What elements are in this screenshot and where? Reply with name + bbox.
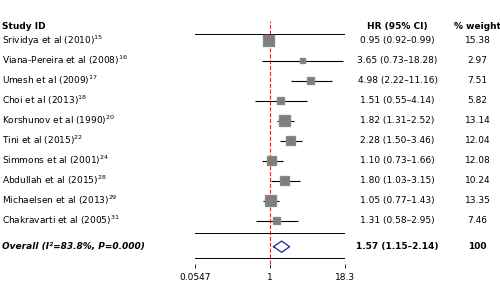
Text: Tini et al (2015)$^{22}$: Tini et al (2015)$^{22}$ — [2, 134, 84, 147]
Text: 13.35: 13.35 — [464, 196, 490, 205]
Text: Study ID: Study ID — [2, 22, 46, 31]
Point — [281, 178, 289, 183]
Text: Srividya et al (2010)$^{15}$: Srividya et al (2010)$^{15}$ — [2, 33, 104, 48]
Point — [288, 138, 296, 143]
Text: 12.04: 12.04 — [464, 136, 490, 145]
Text: 4.98 (2.22–11.16): 4.98 (2.22–11.16) — [358, 76, 438, 85]
Point — [308, 78, 316, 83]
Point — [268, 158, 276, 163]
Text: 7.46: 7.46 — [468, 216, 487, 225]
Text: 15.38: 15.38 — [464, 36, 490, 45]
Text: Simmons et al (2001)$^{24}$: Simmons et al (2001)$^{24}$ — [2, 154, 110, 167]
Text: 100: 100 — [468, 242, 487, 251]
Text: Choi et al (2013)$^{18}$: Choi et al (2013)$^{18}$ — [2, 94, 87, 107]
Text: 1.05 (0.77–1.43): 1.05 (0.77–1.43) — [360, 196, 435, 205]
Text: 1.57 (1.15–2.14): 1.57 (1.15–2.14) — [356, 242, 439, 251]
Text: 7.51: 7.51 — [468, 76, 487, 85]
Text: 1.10 (0.73–1.66): 1.10 (0.73–1.66) — [360, 156, 435, 165]
Text: 2.97: 2.97 — [468, 56, 487, 65]
Text: 1.82 (1.31–2.52): 1.82 (1.31–2.52) — [360, 116, 434, 125]
Text: 10.24: 10.24 — [464, 176, 490, 185]
Text: 2.28 (1.50–3.46): 2.28 (1.50–3.46) — [360, 136, 434, 145]
Text: Umesh et al (2009)$^{17}$: Umesh et al (2009)$^{17}$ — [2, 74, 98, 87]
Text: 13.14: 13.14 — [464, 116, 490, 125]
Point — [300, 58, 308, 63]
Text: 0.95 (0.92–0.99): 0.95 (0.92–0.99) — [360, 36, 435, 45]
Text: 1.31 (0.58–2.95): 1.31 (0.58–2.95) — [360, 216, 435, 225]
Text: Overall (I²=83.8%, P=0.000): Overall (I²=83.8%, P=0.000) — [2, 242, 146, 251]
Point — [267, 198, 275, 203]
Point — [264, 38, 272, 43]
Text: 1.80 (1.03–3.15): 1.80 (1.03–3.15) — [360, 176, 435, 185]
Point — [282, 118, 290, 123]
Text: Viana-Pereira et al (2008)$^{16}$: Viana-Pereira et al (2008)$^{16}$ — [2, 54, 128, 67]
Text: 3.65 (0.73–18.28): 3.65 (0.73–18.28) — [358, 56, 438, 65]
Text: 5.82: 5.82 — [468, 96, 487, 105]
Text: 1.51 (0.55–4.14): 1.51 (0.55–4.14) — [360, 96, 435, 105]
Text: Abdullah et al (2015)$^{28}$: Abdullah et al (2015)$^{28}$ — [2, 174, 107, 187]
Text: Chakravarti et al (2005)$^{31}$: Chakravarti et al (2005)$^{31}$ — [2, 214, 120, 227]
Text: Michaelsen et al (2013)$^{29}$: Michaelsen et al (2013)$^{29}$ — [2, 194, 118, 207]
Text: % weight: % weight — [454, 22, 500, 31]
Point — [273, 218, 281, 223]
Text: Korshunov et al (1990)$^{20}$: Korshunov et al (1990)$^{20}$ — [2, 114, 116, 127]
Text: HR (95% CI): HR (95% CI) — [367, 22, 428, 31]
Text: 12.08: 12.08 — [464, 156, 490, 165]
Point — [276, 98, 284, 103]
